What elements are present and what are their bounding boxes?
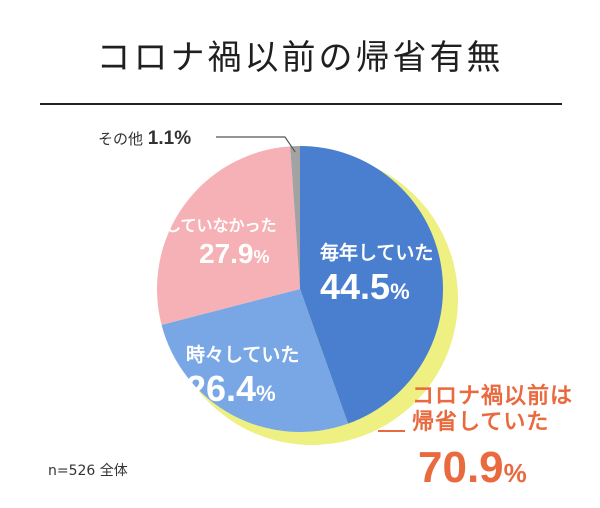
label-sometimes: 時々していた 26.4% [186, 346, 299, 407]
label-every-year-unit: % [390, 279, 410, 304]
pie-slice-1 [161, 289, 349, 432]
label-other-unit: % [174, 128, 192, 149]
chart-title: コロナ禍以前の帰省有無 [96, 38, 504, 78]
pie-slice-2 [157, 146, 300, 325]
callout-total: コロナ禍以前は 帰省していた 70.9% [412, 384, 573, 493]
callout-value: 70.9 [418, 442, 504, 492]
label-other-text: その他 [98, 130, 144, 148]
callout-unit: % [503, 457, 527, 488]
label-not-unit: % [253, 247, 270, 267]
label-other: その他 1.1% [98, 128, 191, 150]
label-not-value: 27.9 [199, 238, 254, 269]
label-other-value: 1.1 [147, 128, 175, 149]
pie-slice-0 [300, 146, 443, 424]
title-divider [40, 103, 562, 105]
label-every-year-value: 44.5 [320, 266, 391, 307]
callout-line2: 帰省していた [412, 410, 550, 436]
pie-slice-3 [290, 146, 300, 289]
sample-note: n=526 全体 [48, 463, 128, 479]
label-not: していなかった 27.9% [165, 218, 277, 268]
other-leader-line [216, 136, 296, 153]
label-sometimes-unit: % [256, 381, 276, 406]
callout-line1: コロナ禍以前は [412, 384, 574, 409]
label-every-year: 毎年していた 44.5% [320, 244, 433, 305]
label-sometimes-value: 26.4 [186, 368, 257, 409]
label-not-text: していなかった [165, 216, 277, 235]
label-sometimes-text: 時々していた [186, 344, 300, 366]
label-every-year-text: 毎年していた [320, 242, 434, 264]
